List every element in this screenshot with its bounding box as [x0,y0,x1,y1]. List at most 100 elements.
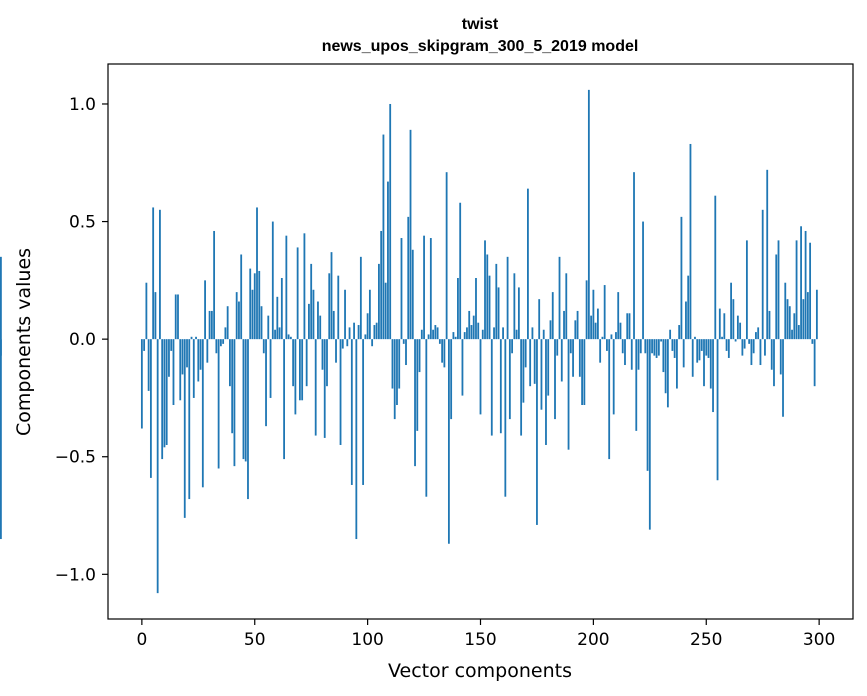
bar [504,339,507,497]
bar [411,249,414,340]
bar [265,339,267,427]
bar [330,252,333,340]
bar [739,322,742,340]
bar [698,339,701,361]
bar [788,306,791,340]
bar [811,339,814,344]
bar [276,296,279,340]
bar [666,339,669,408]
bar [703,339,705,387]
bar [499,339,502,434]
bar [594,322,597,340]
bar [707,339,710,358]
bar [303,233,306,340]
bar [163,339,166,448]
bar [472,315,475,340]
bar [427,334,430,340]
bar [258,270,261,340]
bar [540,339,543,410]
chart-subtitle: news_upos_skipgram_300_5_2019 model [322,38,639,55]
bar [240,254,243,340]
bar [574,320,577,340]
x-axis: 0 50 100 150 200 250 300 [136,619,835,650]
bar [736,315,739,340]
bar [484,240,486,340]
bar [192,339,195,398]
bar [328,273,331,340]
bar [782,339,784,417]
bar [709,339,712,389]
bar [366,313,369,340]
bar [705,339,708,356]
bar [441,339,444,363]
bar [581,339,583,405]
bar [727,339,730,358]
bar [149,339,152,478]
bar [533,339,536,384]
bar [382,134,385,340]
bar [468,310,471,340]
bar [529,339,532,387]
bar [694,336,696,340]
bar [0,339,2,356]
bar [308,303,310,340]
bar [527,188,529,340]
bar [310,263,313,340]
bar [323,339,326,438]
x-axis-label: Vector components [388,660,572,682]
bar [364,334,367,340]
y-tick-label: 0.5 [69,213,96,233]
bar [608,339,611,460]
bar [662,339,665,373]
bar [508,339,511,420]
bar [159,209,161,340]
bar [536,339,538,525]
bar [204,280,206,340]
bar [380,230,383,340]
bar [554,339,556,420]
bar [357,325,360,340]
bar [466,327,468,340]
bar [479,339,482,415]
bar [676,339,678,389]
bar [256,207,258,340]
bar [741,339,744,356]
bar [409,129,412,340]
bar [168,339,170,377]
bar [312,289,315,340]
bar [723,313,726,340]
bar [337,275,340,340]
bar [770,339,773,370]
bar [775,254,778,340]
bar [556,339,559,356]
bar [750,339,753,366]
bar [628,313,631,340]
bar [624,339,626,366]
bar [547,339,550,396]
bar [696,339,699,363]
bar [515,329,518,340]
bar [764,339,766,356]
bar [721,336,723,340]
bar [391,339,394,389]
bar [630,339,633,370]
bar [644,339,647,354]
bar [531,327,534,340]
bar [511,339,514,354]
bar [317,301,319,340]
bar [350,339,353,485]
bar [497,287,500,340]
bar [759,339,762,366]
bar [224,327,227,340]
bar [231,339,234,434]
bars-layer [0,89,818,594]
bar [339,339,342,445]
bar [700,339,703,351]
bar [761,209,764,340]
bar [416,339,419,431]
bar [362,339,365,485]
bar [190,336,193,340]
bar [407,216,410,340]
bar [389,103,392,340]
